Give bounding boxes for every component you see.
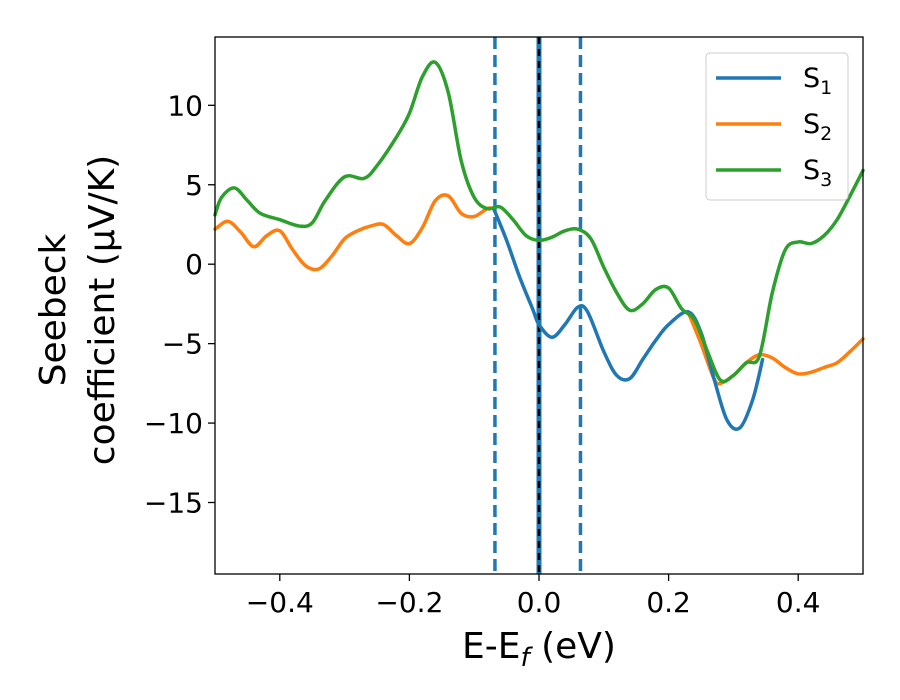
x-tick-label: 0.0 (517, 586, 562, 619)
legend-label-S1: S1 (803, 63, 832, 99)
y-tick-label: −15 (144, 487, 203, 520)
y-tick-label: −5 (162, 328, 203, 361)
series-lines (213, 60, 865, 431)
y-tick-label: 0 (185, 248, 203, 281)
y-tick-label: 5 (185, 169, 203, 202)
y-axis-label: Seebeck coefficient (μV/K) (33, 155, 123, 465)
x-tick-label: −0.4 (246, 586, 314, 619)
series-line-S3-seg0 (213, 60, 865, 384)
y-axis-label-line1: Seebeck (33, 233, 74, 386)
x-axis-ticks: −0.4 −0.2 0.0 0.2 0.4 (246, 574, 821, 619)
series-line-S1-seg0 (491, 206, 765, 431)
x-tick-label: 0.2 (646, 586, 691, 619)
legend-label-S2: S2 (803, 109, 832, 145)
y-axis-label-line2: coefficient (μV/K) (82, 155, 123, 465)
x-tick-label: −0.2 (375, 586, 443, 619)
legend-box (705, 52, 849, 201)
legend-label-S3: S3 (803, 155, 832, 191)
x-axis-label: E-Ef (eV) (462, 626, 616, 673)
legend-entries: S1 S2 S3 (716, 63, 832, 191)
y-axis-ticks: 10 5 0 −5 −10 −15 (144, 89, 215, 520)
series-line-S2-seg0 (213, 193, 496, 272)
y-tick-label: 10 (167, 89, 203, 122)
y-tick-label: −10 (144, 407, 203, 440)
vertical-marker-lines (493, 37, 583, 574)
legend: S1 S2 S3 (705, 52, 849, 201)
x-tick-label: 0.4 (776, 586, 821, 619)
